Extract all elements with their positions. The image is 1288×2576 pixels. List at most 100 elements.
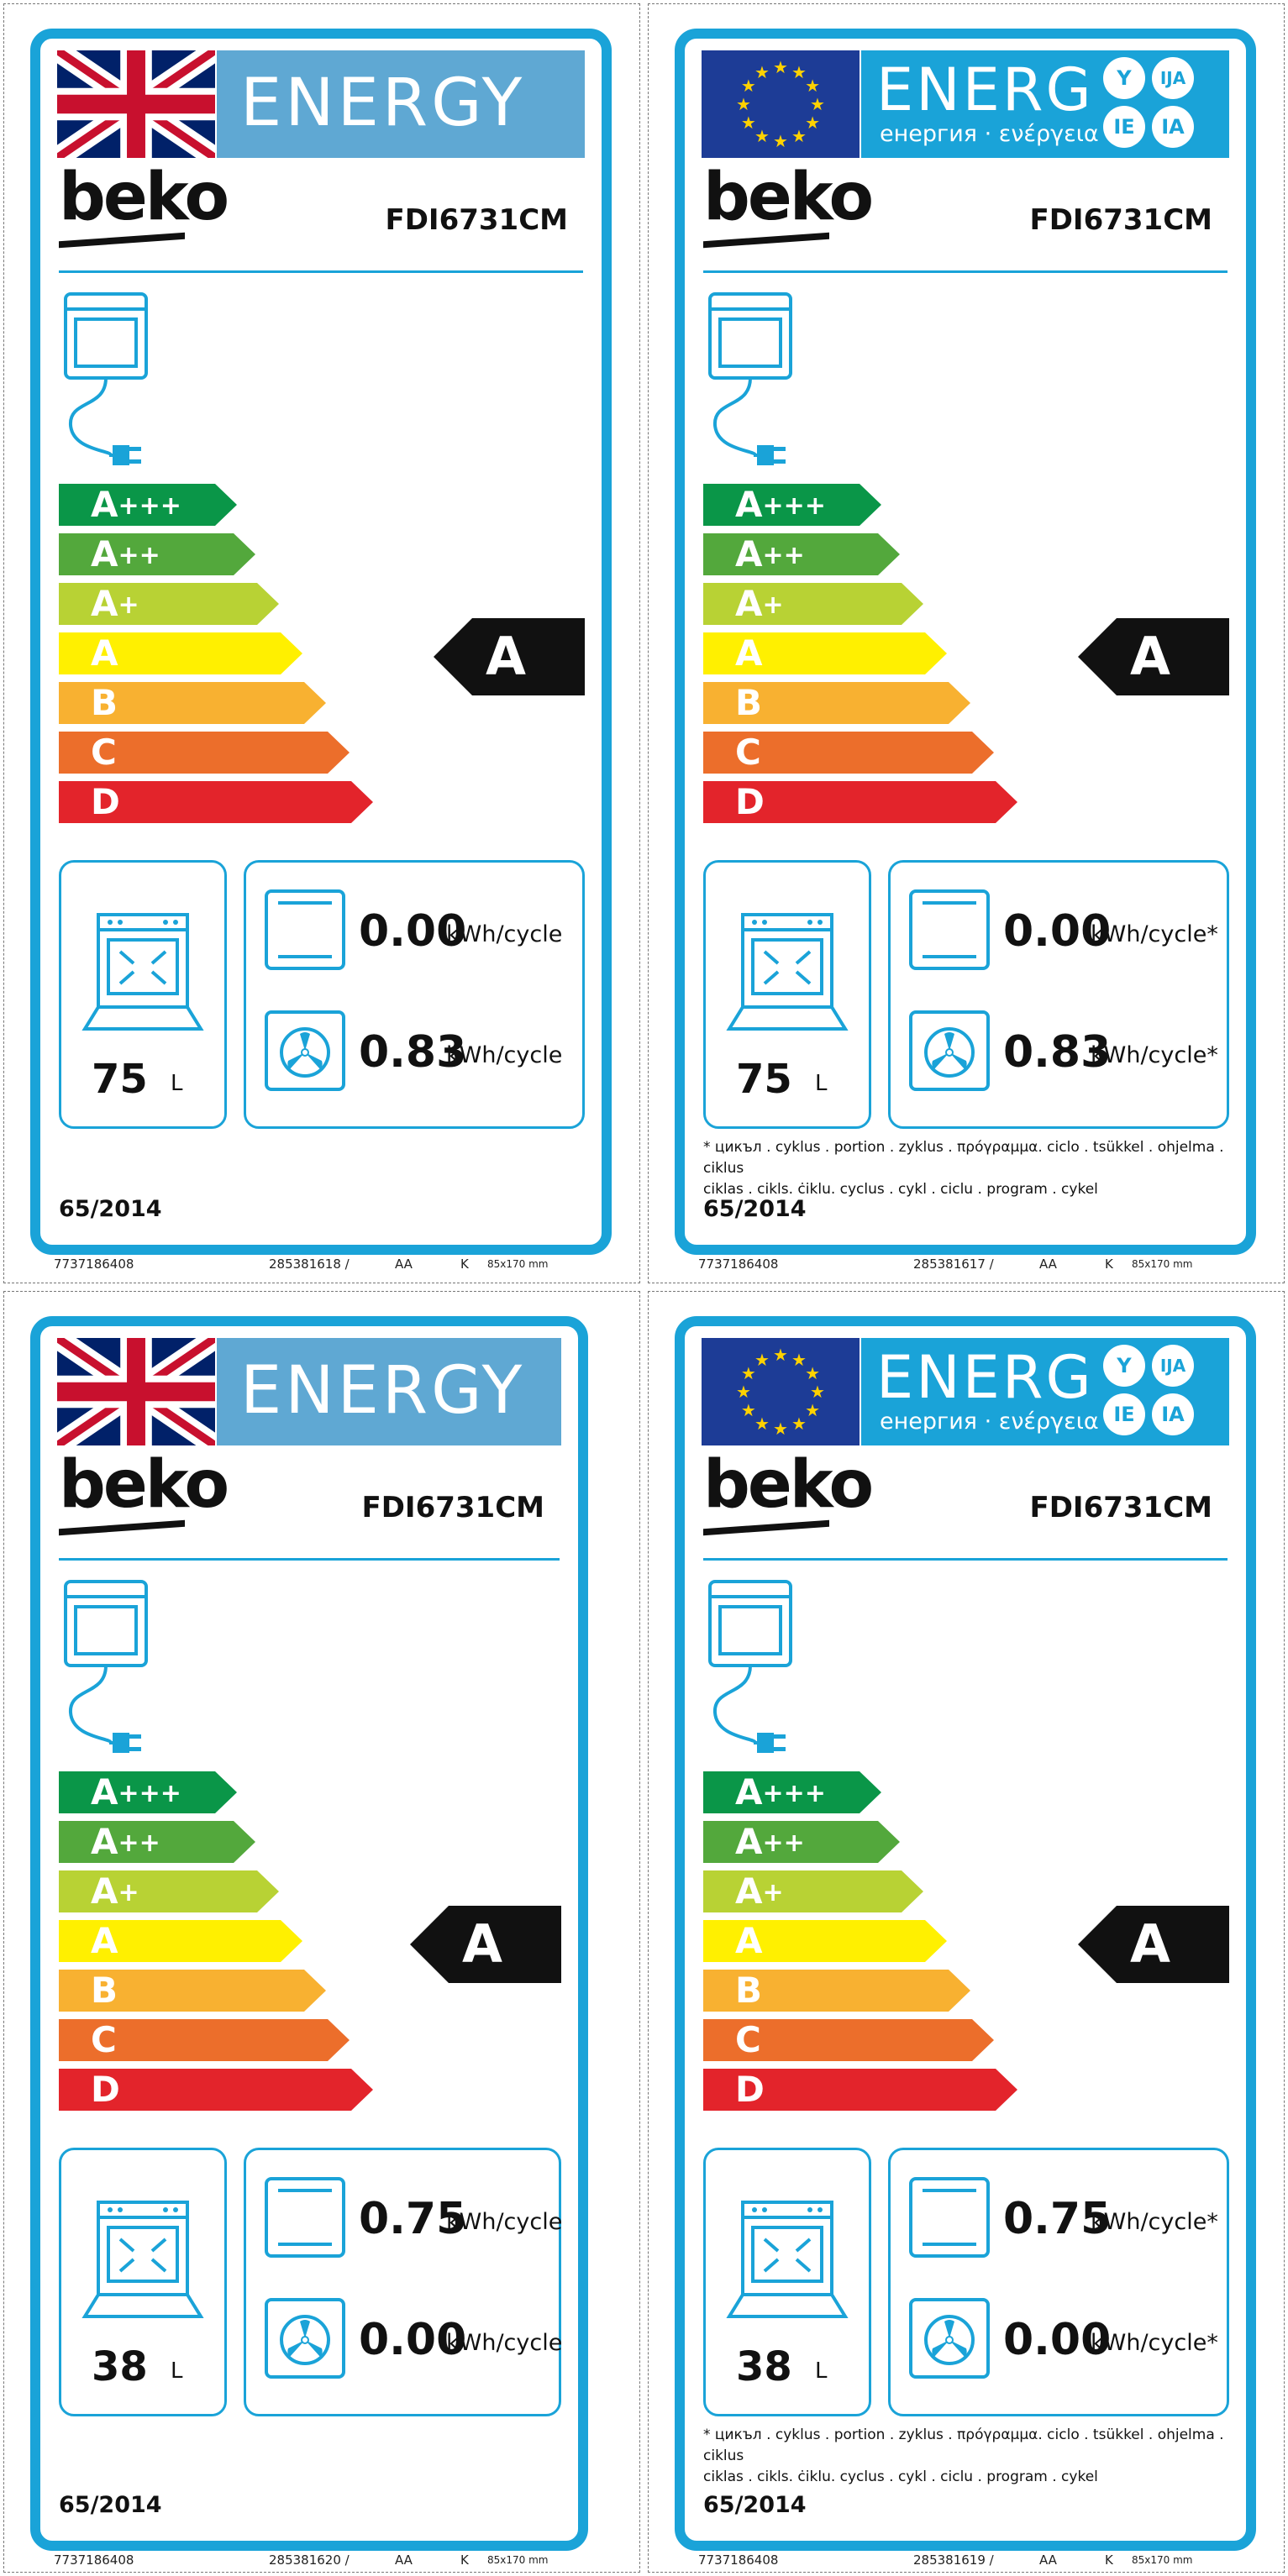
scale-letter: B: [91, 1970, 118, 2011]
scale-arrow-0: A+++: [703, 484, 881, 526]
scale-arrow-6: D: [703, 2069, 1017, 2111]
model-number: FDI6731CM: [361, 1491, 544, 1524]
label-size: 85x170 mm: [487, 1258, 549, 1270]
volume-value: 38: [736, 2343, 792, 2390]
language-circle: Y: [1103, 57, 1145, 99]
conventional-energy-unit: kWh/cycle: [446, 2209, 563, 2235]
scale-arrow-2: A+: [703, 583, 923, 625]
scale-arrow-1: A++: [703, 533, 900, 575]
fan-energy-unit: kWh/cycle: [446, 1042, 563, 1068]
label-code: 285381620 /: [269, 2552, 350, 2568]
label-code: 285381619 /: [913, 2552, 994, 2568]
cycle-footnote: * цикъл . cyklus . portion . zyklus . πρ…: [703, 2425, 1231, 2488]
scale-plus: +: [118, 590, 139, 620]
energy-banner: ENERGY: [217, 1338, 561, 1445]
fan-forced-icon: [907, 2296, 991, 2380]
scale-plus: ++: [762, 541, 805, 570]
label-revision: AA: [1039, 2552, 1057, 2568]
label-header: ★ ★ ★ ★ ★ ★ ★ ★ ★ ★ ★ ★ ENERG енергия · ενέργεια Y IJA I…: [702, 1338, 1229, 1445]
energy-word: ENERGY: [240, 66, 526, 141]
energy-label-card: ★ ★ ★ ★ ★ ★ ★ ★ ★ ★ ★ ★ ENERG енергия · ενέργεια Y IJA I…: [675, 29, 1256, 1255]
language-circle: IE: [1103, 106, 1145, 148]
scale-arrow-2: A+: [703, 1870, 923, 1912]
scale-arrow-1: A++: [703, 1821, 900, 1863]
label-quadrant: ENERGY beko FDI6731CM A+++ A++ A+ A B C D A 38 L 0.75…: [0, 1288, 644, 2576]
scale-arrow-2: A+: [59, 583, 279, 625]
cut-line: [3, 1291, 640, 2573]
scale-plus: ++: [762, 1828, 805, 1858]
energy-label-card: ★ ★ ★ ★ ★ ★ ★ ★ ★ ★ ★ ★ ENERG енергия · ενέργεια Y IJA I…: [675, 1316, 1256, 2551]
svg-text:★: ★: [741, 77, 756, 96]
regulation-number: 65/2014: [59, 2492, 162, 2518]
label-size: 85x170 mm: [1132, 1258, 1193, 1270]
scale-arrow-6: D: [59, 2069, 373, 2111]
volume-panel: 38 L: [703, 2148, 871, 2416]
header-divider: [59, 270, 583, 273]
scale-arrow-0: A+++: [59, 1771, 237, 1813]
volume-unit: L: [815, 1071, 828, 1096]
svg-text:★: ★: [810, 96, 825, 114]
svg-text:★: ★: [791, 128, 807, 146]
svg-text:★: ★: [810, 1383, 825, 1402]
fan-energy-unit: kWh/cycle*: [1091, 1042, 1218, 1068]
scale-letter: B: [735, 682, 763, 723]
svg-text:★: ★: [791, 1351, 807, 1370]
volume-panel: 38 L: [59, 2148, 227, 2416]
scale-letter: C: [91, 2019, 117, 2060]
scale-letter: A: [91, 1771, 118, 1813]
energy-subtitle: енергия · ενέργεια: [880, 121, 1099, 147]
energy-label-card: ENERGY beko FDI6731CM A+++ A++ A+ A B C D A 75 L 0.00…: [30, 29, 612, 1255]
oven-cavity-icon: [80, 2199, 206, 2325]
header-divider: [703, 1558, 1228, 1561]
fan-energy-unit: kWh/cycle*: [1091, 2330, 1218, 2356]
fan-energy-value: 0.00: [359, 2315, 467, 2365]
oven-plug-icon: [705, 1578, 806, 1763]
language-circle: Y: [1103, 1345, 1145, 1387]
scale-letter: D: [91, 781, 120, 822]
scale-letter: A: [91, 1821, 118, 1862]
svg-text:★: ★: [773, 133, 788, 151]
footnote-line-2: ciklas . cikls. ċiklu. cyclus . cykl . c…: [703, 2468, 1098, 2485]
label-code: 285381617 /: [913, 1257, 994, 1272]
scale-arrow-1: A++: [59, 533, 255, 575]
language-circle: IJA: [1152, 1345, 1194, 1387]
scale-arrow-3: A: [59, 632, 302, 674]
svg-text:★: ★: [805, 1365, 820, 1383]
oven-cavity-icon: [724, 911, 850, 1037]
conventional-energy-value: 0.00: [1003, 906, 1112, 957]
label-revision: AA: [395, 2552, 413, 2568]
conventional-mode-icon: [907, 2175, 991, 2259]
conventional-mode-icon: [263, 888, 347, 972]
scale-plus: +++: [762, 1779, 826, 1808]
fan-energy-value: 0.83: [1003, 1027, 1112, 1078]
svg-text:★: ★: [791, 1415, 807, 1434]
scale-arrow-4: B: [59, 1970, 326, 2012]
scale-plus: ++: [118, 541, 160, 570]
eu-flag-icon: ★ ★ ★ ★ ★ ★ ★ ★ ★ ★ ★ ★: [702, 50, 860, 158]
fan-forced-icon: [907, 1009, 991, 1093]
efficiency-scale: A+++ A++ A+ A B C D: [59, 484, 395, 831]
svg-text:★: ★: [754, 64, 770, 82]
svg-text:★: ★: [741, 114, 756, 133]
scale-arrow-3: A: [703, 632, 947, 674]
volume-value: 75: [92, 1056, 148, 1103]
footnote-line-1: * цикъл . cyklus . portion . zyklus . πρ…: [703, 2426, 1224, 2464]
regulation-number: 65/2014: [59, 1196, 162, 1222]
conventional-energy-value: 0.00: [359, 906, 467, 957]
rating-indicator: A: [434, 618, 585, 695]
svg-text:★: ★: [805, 77, 820, 96]
label-flag: K: [1105, 2552, 1113, 2568]
brand-logo: beko: [59, 160, 229, 235]
scale-letter: A: [735, 583, 763, 624]
article-code: 7737186408: [698, 1257, 779, 1272]
energy-banner: ENERG енергия · ενέργεια Y IJA IE IA: [861, 1338, 1229, 1445]
scale-arrow-1: A++: [59, 1821, 255, 1863]
svg-text:★: ★: [754, 1415, 770, 1434]
scale-arrow-5: C: [59, 732, 350, 774]
label-size: 85x170 mm: [1132, 2554, 1193, 2566]
cut-line: [3, 3, 640, 1283]
volume-value: 75: [736, 1056, 792, 1103]
label-header: ★ ★ ★ ★ ★ ★ ★ ★ ★ ★ ★ ★ ENERG енергия · ενέργεια Y IJA I…: [702, 50, 1229, 158]
consumption-panel: 0.75 kWh/cycle* 0.00 kWh/cycle*: [888, 2148, 1229, 2416]
scale-arrow-3: A: [59, 1920, 302, 1962]
